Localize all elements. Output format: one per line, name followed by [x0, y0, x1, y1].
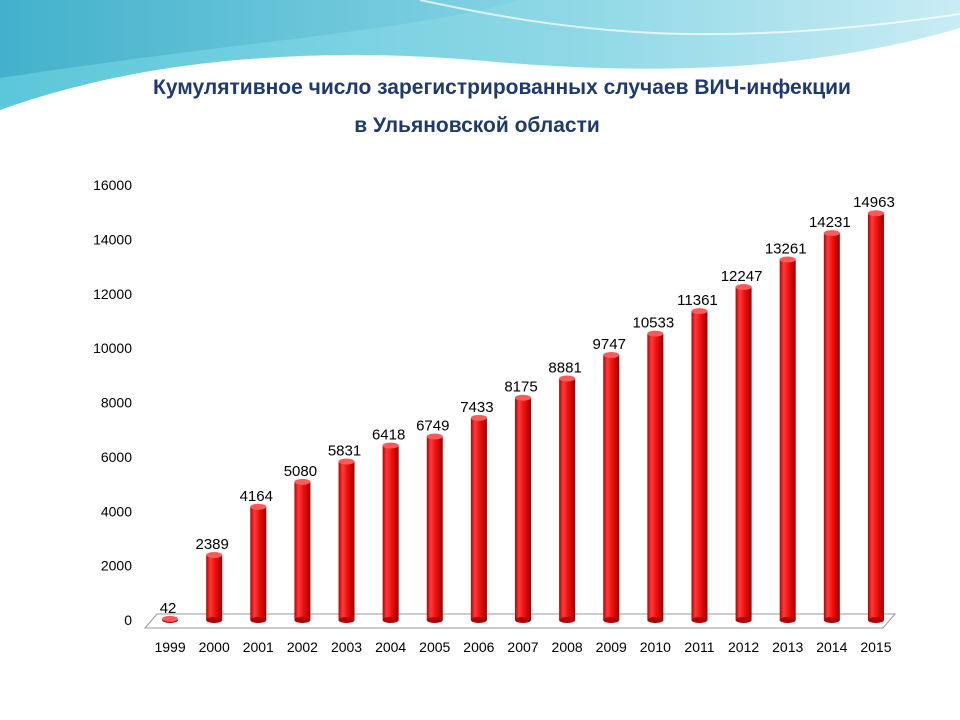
- bar: [470, 414, 487, 623]
- x-tick-label: 2002: [287, 639, 318, 655]
- x-tick-label: 2006: [463, 639, 494, 655]
- x-tick-label: 2008: [552, 639, 583, 655]
- data-labels-group: 42 2389 4164 5080 5831 6418 6749 7433 8175 8881 97…: [160, 194, 895, 617]
- bar: [426, 433, 443, 623]
- chart-title-line-2: в Ульяновской области: [354, 114, 600, 137]
- data-label: 6418: [372, 427, 405, 444]
- x-tick-label: 2011: [684, 639, 714, 655]
- y-axis: 0 2000 4000 6000 8000 10000 12000 14000 16000: [93, 177, 132, 628]
- bar: [647, 330, 664, 623]
- bar: [515, 394, 531, 623]
- data-label: 12247: [721, 268, 763, 285]
- chart-title-line-1: Кумулятивное число зарегистрированных сл…: [153, 76, 851, 99]
- data-label: 8175: [504, 379, 537, 396]
- header-wave-decoration: [0, 0, 960, 114]
- bar: [294, 478, 311, 623]
- bars-group: [162, 210, 884, 623]
- bar: [779, 256, 796, 623]
- chart-title: Кумулятивное число зарегистрированных сл…: [153, 76, 851, 137]
- data-label: 6749: [416, 418, 449, 435]
- bar: [382, 442, 399, 623]
- data-label: 14963: [853, 194, 895, 211]
- x-tick-label: 2001: [243, 639, 274, 655]
- data-label: 13261: [765, 240, 807, 257]
- data-label: 9747: [593, 336, 626, 353]
- y-tick-label: 6000: [101, 449, 132, 465]
- x-tick-label: 2013: [772, 639, 803, 655]
- bar: [691, 308, 708, 623]
- x-tick-label: 2009: [596, 639, 627, 655]
- data-label: 5080: [284, 463, 317, 480]
- y-tick-label: 14000: [93, 231, 132, 247]
- data-label: 14231: [809, 214, 851, 231]
- bar: [162, 615, 179, 623]
- x-tick-label: 2010: [640, 639, 671, 655]
- x-tick-label: 2015: [860, 639, 891, 655]
- data-label: 42: [160, 600, 177, 617]
- bar: [735, 284, 752, 623]
- x-tick-label: 2007: [507, 639, 538, 655]
- x-tick-label: 1999: [154, 639, 185, 655]
- y-tick-label: 4000: [101, 503, 132, 519]
- y-tick-label: 0: [124, 612, 132, 628]
- y-tick-label: 2000: [101, 558, 132, 574]
- bar: [559, 375, 576, 623]
- data-label: 5831: [328, 442, 361, 459]
- x-tick-label: 2005: [419, 639, 450, 655]
- x-tick-label: 2000: [199, 639, 230, 655]
- data-label: 10533: [632, 315, 674, 332]
- data-label: 7433: [460, 399, 493, 416]
- x-tick-label: 2012: [728, 639, 759, 655]
- y-tick-label: 8000: [101, 395, 132, 411]
- data-label: 11361: [677, 292, 718, 309]
- x-axis: 1999 2000 2001 2002 2003 2004 2005 2006 2007 2008…: [154, 639, 891, 655]
- x-tick-label: 2014: [816, 639, 847, 655]
- x-tick-label: 2004: [375, 639, 406, 655]
- bar: [823, 230, 840, 623]
- data-label: 2389: [195, 536, 228, 553]
- x-tick-label: 2003: [331, 639, 362, 655]
- y-tick-label: 12000: [93, 286, 132, 302]
- data-label: 8881: [548, 360, 581, 377]
- y-tick-label: 16000: [93, 177, 132, 193]
- bar: [603, 352, 620, 623]
- bar: [338, 458, 355, 623]
- bar: [250, 503, 267, 623]
- bar: [206, 552, 223, 623]
- data-label: 4164: [240, 488, 273, 505]
- bar: [867, 210, 884, 623]
- y-tick-label: 10000: [93, 340, 132, 356]
